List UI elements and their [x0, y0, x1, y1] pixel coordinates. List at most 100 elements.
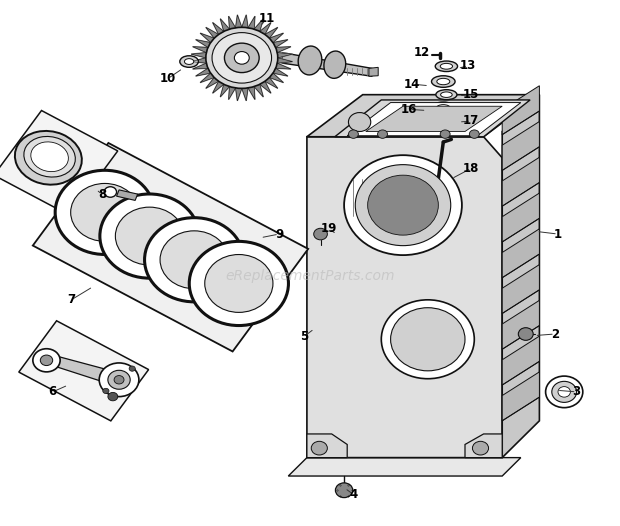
Circle shape: [108, 370, 130, 389]
Text: 17: 17: [463, 115, 479, 127]
Circle shape: [103, 388, 109, 393]
Polygon shape: [196, 39, 211, 47]
Text: 11: 11: [259, 12, 275, 25]
Ellipse shape: [437, 78, 450, 85]
Text: 15: 15: [463, 88, 479, 101]
Polygon shape: [366, 106, 502, 132]
Text: 6: 6: [48, 386, 57, 398]
Circle shape: [100, 194, 199, 278]
Polygon shape: [282, 53, 372, 76]
Circle shape: [71, 184, 139, 241]
Text: 19: 19: [321, 222, 337, 235]
Circle shape: [99, 363, 139, 397]
Text: 18: 18: [463, 162, 479, 175]
Text: 2: 2: [551, 328, 559, 340]
Circle shape: [558, 387, 570, 397]
Polygon shape: [277, 53, 293, 58]
Ellipse shape: [180, 56, 198, 67]
Ellipse shape: [440, 64, 453, 69]
Polygon shape: [347, 103, 521, 136]
Circle shape: [368, 175, 438, 235]
Polygon shape: [53, 355, 110, 384]
Polygon shape: [307, 95, 539, 137]
Circle shape: [33, 349, 60, 372]
Polygon shape: [335, 100, 530, 137]
Polygon shape: [502, 300, 539, 349]
Ellipse shape: [298, 46, 322, 75]
Ellipse shape: [24, 136, 76, 177]
Polygon shape: [502, 265, 539, 313]
Text: 16: 16: [401, 103, 417, 116]
Ellipse shape: [15, 131, 82, 185]
Circle shape: [472, 441, 489, 455]
Polygon shape: [260, 81, 271, 93]
Circle shape: [189, 241, 288, 326]
Polygon shape: [19, 321, 149, 421]
Circle shape: [355, 165, 451, 246]
Polygon shape: [191, 53, 206, 58]
Polygon shape: [502, 336, 539, 385]
Polygon shape: [260, 23, 271, 35]
Polygon shape: [273, 39, 288, 47]
Text: 13: 13: [460, 59, 476, 72]
Text: 12: 12: [414, 46, 430, 59]
Polygon shape: [200, 33, 215, 43]
Circle shape: [546, 376, 583, 408]
Text: 7: 7: [67, 294, 76, 306]
Polygon shape: [465, 434, 502, 458]
Circle shape: [469, 130, 479, 138]
Text: 14: 14: [404, 78, 420, 90]
Polygon shape: [200, 73, 215, 83]
Circle shape: [144, 218, 244, 302]
Circle shape: [391, 308, 465, 371]
Text: 5: 5: [299, 330, 308, 343]
Polygon shape: [220, 84, 229, 97]
Circle shape: [108, 392, 118, 401]
Polygon shape: [193, 63, 208, 69]
Ellipse shape: [324, 51, 346, 78]
Text: 10: 10: [159, 73, 175, 85]
Polygon shape: [273, 68, 288, 76]
Polygon shape: [369, 67, 378, 76]
Ellipse shape: [441, 92, 452, 97]
Circle shape: [440, 130, 450, 138]
Polygon shape: [242, 88, 248, 101]
Circle shape: [314, 228, 327, 240]
Polygon shape: [307, 137, 502, 458]
Circle shape: [205, 255, 273, 312]
Polygon shape: [213, 23, 224, 35]
Polygon shape: [236, 15, 242, 28]
Polygon shape: [276, 63, 291, 69]
Text: 4: 4: [349, 488, 358, 501]
Ellipse shape: [432, 76, 455, 87]
Text: 1: 1: [554, 228, 562, 240]
Polygon shape: [193, 47, 208, 53]
Polygon shape: [502, 229, 539, 278]
Polygon shape: [196, 68, 211, 76]
Circle shape: [348, 130, 358, 138]
Polygon shape: [269, 73, 283, 83]
Polygon shape: [265, 27, 278, 38]
Circle shape: [234, 52, 249, 64]
Text: 3: 3: [572, 386, 581, 398]
Ellipse shape: [436, 89, 457, 100]
Circle shape: [129, 366, 135, 371]
Polygon shape: [502, 193, 539, 242]
Circle shape: [335, 483, 353, 498]
Circle shape: [160, 231, 228, 289]
Polygon shape: [242, 15, 248, 28]
Polygon shape: [277, 58, 293, 63]
Polygon shape: [236, 88, 242, 101]
Circle shape: [518, 328, 533, 340]
Polygon shape: [206, 27, 219, 38]
Polygon shape: [502, 157, 539, 206]
Circle shape: [115, 207, 184, 265]
Circle shape: [348, 113, 371, 132]
Polygon shape: [220, 19, 229, 32]
Polygon shape: [502, 122, 539, 170]
Polygon shape: [276, 47, 291, 53]
Circle shape: [311, 441, 327, 455]
Text: eReplacementParts.com: eReplacementParts.com: [225, 269, 395, 283]
Polygon shape: [265, 77, 278, 88]
Ellipse shape: [435, 61, 458, 72]
